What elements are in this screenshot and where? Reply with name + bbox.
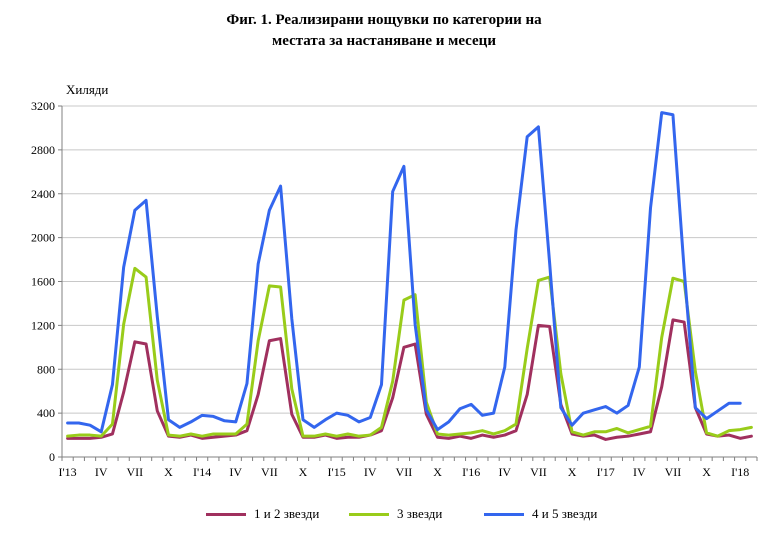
chart-title-line-1: Фиг. 1. Реализирани нощувки по категории… [226, 12, 542, 28]
x-tick-label-18: VII [261, 465, 278, 479]
x-tick-label-33: X [433, 465, 442, 479]
legend: 1 и 2 звезди 3 звезди 4 и 5 звезди [0, 504, 768, 524]
x-tick-label-60: I'18 [731, 465, 749, 479]
x-tick-label-30: VII [396, 465, 413, 479]
y-tick-label-2800: 2800 [31, 143, 55, 157]
legend-swatch-4-5-stars [484, 513, 524, 516]
x-tick-label-24: I'15 [328, 465, 346, 479]
legend-label-3-stars: 3 звезди [397, 506, 443, 521]
y-tick-label-1600: 1600 [31, 275, 55, 289]
y-tick-label-800: 800 [37, 362, 55, 376]
y-tick-label-1200: 1200 [31, 318, 55, 332]
y-axis-label: Хиляди [66, 82, 108, 97]
x-tick-label-39: IV [498, 465, 511, 479]
x-tick-label-42: VII [530, 465, 547, 479]
series-line-3 [66, 111, 742, 434]
x-tick-label-0: I'13 [59, 465, 77, 479]
series-line-2 [66, 266, 753, 438]
x-tick-label-48: I'17 [597, 465, 615, 479]
x-tick-label-51: IV [633, 465, 646, 479]
legend-label-4-5-stars: 4 и 5 звезди [532, 506, 598, 521]
y-tick-label-2000: 2000 [31, 231, 55, 245]
x-tick-label-3: IV [95, 465, 108, 479]
x-tick-label-57: X [702, 465, 711, 479]
x-tick-label-9: X [164, 465, 173, 479]
y-tick-label-3200: 3200 [31, 99, 55, 113]
x-tick-label-6: VII [127, 465, 144, 479]
x-tick-label-27: IV [364, 465, 377, 479]
y-tick-label-400: 400 [37, 406, 55, 420]
x-tick-label-36: I'16 [462, 465, 480, 479]
legend-swatch-3-stars [349, 513, 389, 516]
x-tick-label-15: IV [229, 465, 242, 479]
x-tick-label-54: VII [665, 465, 682, 479]
y-tick-label-0: 0 [49, 450, 55, 464]
y-tick-label-2400: 2400 [31, 187, 55, 201]
x-tick-label-12: I'14 [193, 465, 211, 479]
x-tick-label-45: X [568, 465, 577, 479]
x-tick-label-21: X [299, 465, 308, 479]
chart-title-line-2: местата за настаняване и месеци [272, 33, 496, 49]
legend-label-1-2-stars: 1 и 2 звезди [254, 506, 320, 521]
legend-swatch-1-2-stars [206, 513, 246, 516]
chart-title: Фиг. 1. Реализирани нощувки по категории… [0, 10, 768, 52]
